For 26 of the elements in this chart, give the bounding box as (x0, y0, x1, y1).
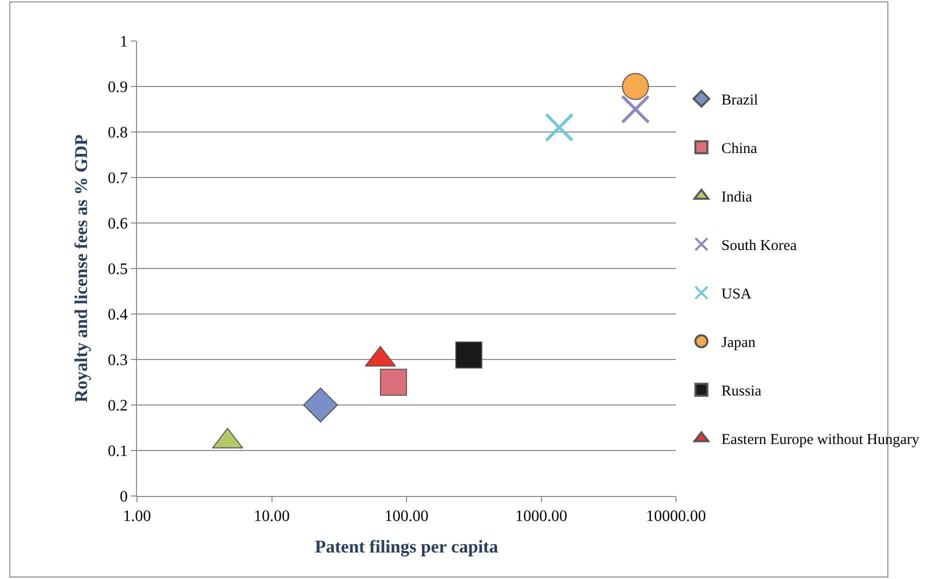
y-tick-label: 0.9 (108, 79, 128, 96)
legend-label: USA (721, 286, 752, 303)
legend-label: Russia (721, 384, 762, 400)
y-tick-label: 0.8 (108, 124, 128, 142)
legend-label: Brazil (721, 92, 758, 109)
x-tick-label: 10000.00 (646, 508, 706, 526)
y-axis-title: Royalty and license fees as % GDP (71, 134, 91, 402)
legend-label: Japan (721, 335, 756, 352)
legend-label: China (721, 141, 758, 158)
y-tick-label: 0.3 (108, 352, 128, 370)
x-tick-label: 1.00 (123, 508, 151, 526)
y-tick-label: 0.7 (108, 170, 128, 188)
legend-label: India (721, 190, 753, 206)
x-tick-label: 1000.00 (515, 508, 568, 526)
y-tick-label: 0 (120, 488, 128, 506)
y-tick-label: 0.1 (108, 443, 128, 460)
legend-label: Eastern Europe without Hungary (721, 432, 920, 448)
y-tick-label: 1 (120, 34, 128, 51)
x-tick-label: 10.00 (254, 508, 290, 526)
x-tick-label: 100.00 (384, 508, 428, 526)
y-tick-label: 0.5 (108, 261, 128, 278)
x-axis-title: Patent filings per capita (314, 536, 498, 556)
y-tick-label: 0.6 (108, 216, 128, 233)
legend-label: South Korea (721, 238, 798, 254)
y-tick-label: 0.4 (108, 306, 128, 324)
y-tick-label: 0.2 (108, 398, 128, 415)
